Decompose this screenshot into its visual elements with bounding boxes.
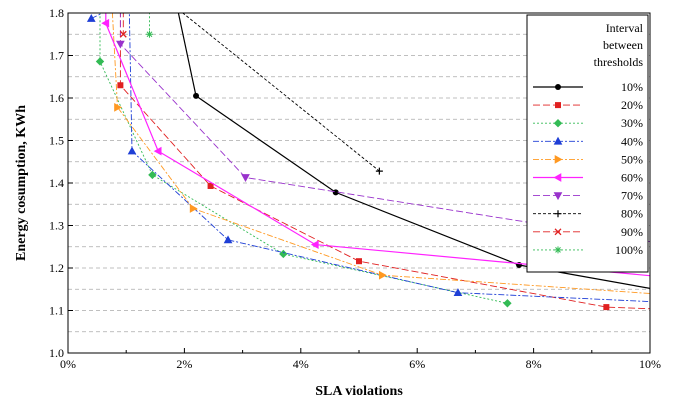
legend-entry: 30% xyxy=(533,116,643,130)
series-line xyxy=(99,13,508,304)
series-line xyxy=(91,13,650,303)
data-point xyxy=(114,103,122,112)
legend-label: 10% xyxy=(621,80,643,94)
legend-label: 100% xyxy=(615,243,643,257)
data-point xyxy=(555,84,561,90)
legend-entry: 10% xyxy=(533,80,643,94)
series-10-percent xyxy=(177,13,650,289)
axis-ticks: 0% 2% 4% 6% 8% 10% 1.0 1.1 1.2 1.3 1.4 1.5 1.6 1.7 1.8 xyxy=(49,6,661,371)
legend-label: 80% xyxy=(621,207,643,221)
series-40-percent xyxy=(86,13,650,303)
legend-title: Interval xyxy=(606,21,644,35)
data-point xyxy=(553,136,563,145)
legend-label: 60% xyxy=(621,171,643,185)
legend-title: between xyxy=(603,38,643,52)
y-tick-label: 1.0 xyxy=(49,346,64,360)
data-point xyxy=(554,155,563,164)
data-point xyxy=(189,204,198,213)
data-point xyxy=(554,210,562,218)
data-point xyxy=(116,40,125,49)
y-tick-label: 1.8 xyxy=(49,6,64,20)
data-point xyxy=(148,170,157,180)
legend-entry: 90% xyxy=(533,225,643,239)
series-line xyxy=(119,13,650,243)
legend-label: 70% xyxy=(621,189,643,203)
legend: Interval between thresholds 10% 20% 30% 40% 50%… xyxy=(526,14,649,273)
series-30-percent xyxy=(95,13,512,308)
series-70-percent xyxy=(116,13,650,243)
data-point xyxy=(553,118,563,128)
data-point xyxy=(453,288,463,296)
x-tick-label: 10% xyxy=(639,357,661,371)
data-point xyxy=(145,30,153,38)
legend-label: 30% xyxy=(621,116,643,130)
x-tick-label: 4% xyxy=(293,357,309,371)
data-point xyxy=(603,304,610,311)
data-point xyxy=(356,258,362,265)
data-point xyxy=(95,57,105,66)
y-tick-label: 1.3 xyxy=(49,219,64,233)
legend-label: 40% xyxy=(621,134,643,148)
data-point xyxy=(554,246,562,254)
series-line xyxy=(182,13,380,172)
x-tick-label: 6% xyxy=(409,357,425,371)
y-tick-label: 1.2 xyxy=(49,261,64,275)
data-point xyxy=(503,299,512,308)
y-axis-title: Energy cosumption, KWh xyxy=(14,105,29,261)
legend-entry: 70% xyxy=(533,189,643,203)
legend-label: 50% xyxy=(621,152,643,166)
legend-entry: 40% xyxy=(533,134,643,148)
data-point xyxy=(223,235,233,244)
data-point xyxy=(193,92,200,99)
data-point xyxy=(332,189,339,196)
data-point xyxy=(553,173,562,182)
data-point xyxy=(153,146,162,156)
data-point xyxy=(117,82,124,89)
data-point xyxy=(86,13,96,22)
legend-entry: 20% xyxy=(533,98,643,112)
legend-entry: 60% xyxy=(533,171,643,185)
series-20-percent xyxy=(117,13,650,311)
legend-label: 20% xyxy=(621,98,643,112)
x-tick-label: 2% xyxy=(176,357,192,371)
data-point xyxy=(207,182,214,189)
data-point xyxy=(241,174,250,183)
legend-entry: 100% xyxy=(533,243,643,257)
x-axis-title: SLA violations xyxy=(315,384,403,399)
y-tick-label: 1.6 xyxy=(49,91,64,105)
data-point xyxy=(279,249,288,259)
data-point xyxy=(310,240,319,249)
x-tick-label: 8% xyxy=(526,357,542,371)
series-group xyxy=(86,13,650,311)
y-tick-label: 1.4 xyxy=(49,176,64,190)
data-point xyxy=(119,30,127,38)
series-line xyxy=(119,13,650,310)
legend-title: thresholds xyxy=(594,55,644,69)
data-point xyxy=(375,167,383,175)
data-point xyxy=(555,102,561,109)
data-point xyxy=(554,228,562,236)
data-point xyxy=(101,18,110,28)
series-80-percent xyxy=(182,13,383,175)
legend-entry: 80% xyxy=(533,207,643,221)
legend-box xyxy=(526,14,649,273)
series-50-percent xyxy=(111,13,650,294)
y-tick-label: 1.7 xyxy=(49,49,64,63)
series-90-percent xyxy=(119,13,127,38)
x-tick-label: 0% xyxy=(60,357,76,371)
data-point xyxy=(378,270,387,280)
legend-entry: 50% xyxy=(533,152,643,166)
series-60-percent xyxy=(101,13,650,277)
y-tick-label: 1.1 xyxy=(49,304,64,318)
data-point xyxy=(127,146,137,155)
legend-label: 90% xyxy=(621,225,643,239)
series-100-percent xyxy=(145,13,153,38)
y-tick-label: 1.5 xyxy=(49,134,64,148)
data-point xyxy=(553,192,563,201)
